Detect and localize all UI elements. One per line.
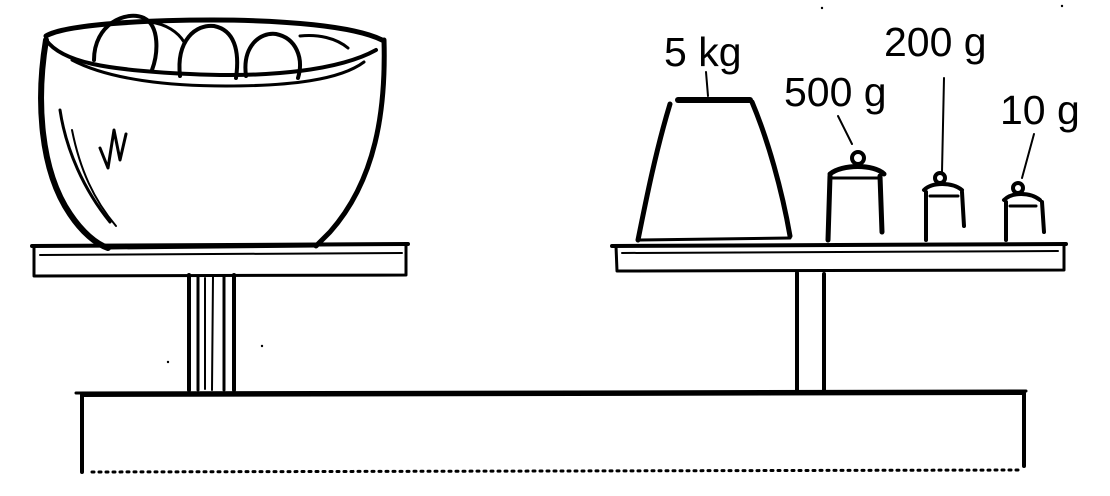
weight-500g — [825, 150, 887, 243]
egg — [177, 23, 240, 80]
scale-base — [74, 389, 1028, 474]
right-pillar — [795, 271, 826, 392]
right-pan — [610, 242, 1068, 273]
weight-200g — [922, 171, 966, 242]
bowl-of-eggs — [38, 13, 387, 251]
label-500g: 500 g — [784, 69, 887, 115]
left-pan — [30, 242, 410, 278]
label-5kg: 5 kg — [664, 29, 742, 75]
leader-lines — [705, 71, 1035, 179]
label-10g: 10 g — [1000, 87, 1080, 133]
scan-specks — [161, 4, 1064, 364]
left-pillar — [187, 273, 236, 392]
egg — [243, 31, 302, 80]
egg — [92, 13, 159, 72]
weight-10g — [1002, 181, 1046, 242]
weight-5kg — [635, 97, 793, 243]
bowl — [38, 17, 387, 251]
label-200g: 200 g — [884, 19, 987, 65]
